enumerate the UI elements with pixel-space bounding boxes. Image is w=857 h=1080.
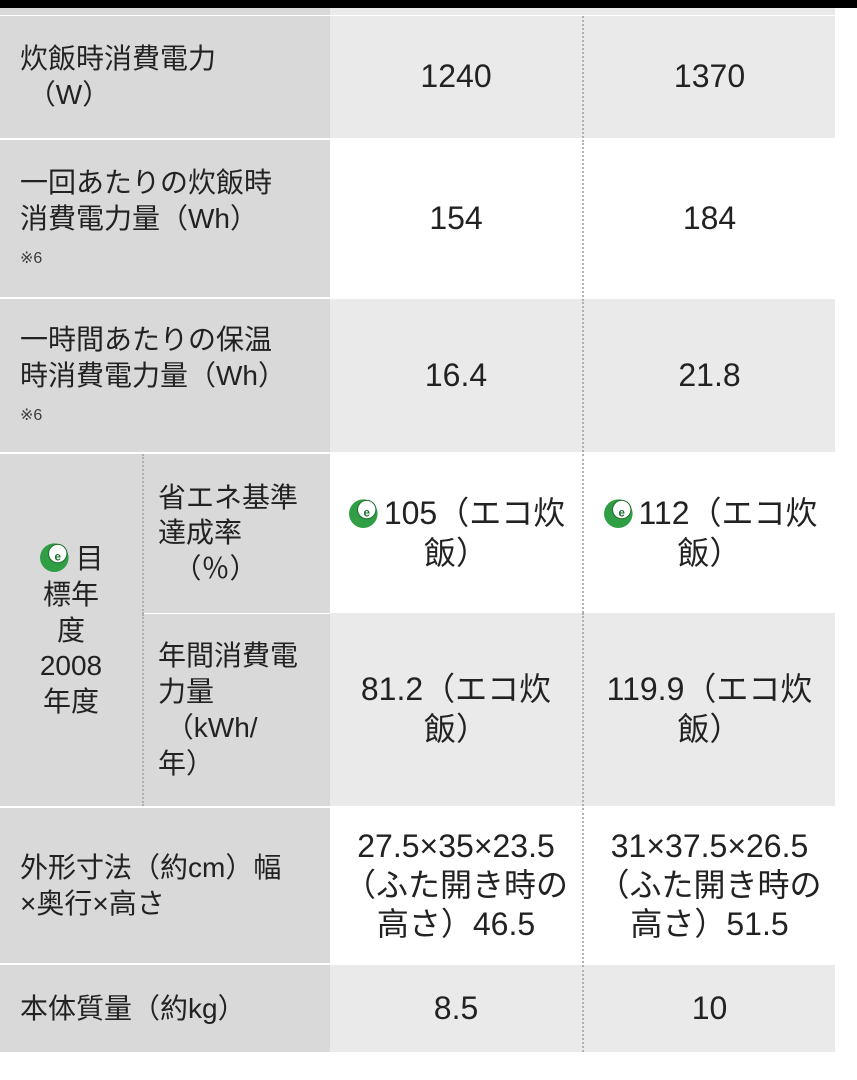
- svg-text:e: e: [363, 508, 370, 520]
- svg-text:e: e: [55, 551, 62, 563]
- svg-text:e: e: [618, 508, 625, 520]
